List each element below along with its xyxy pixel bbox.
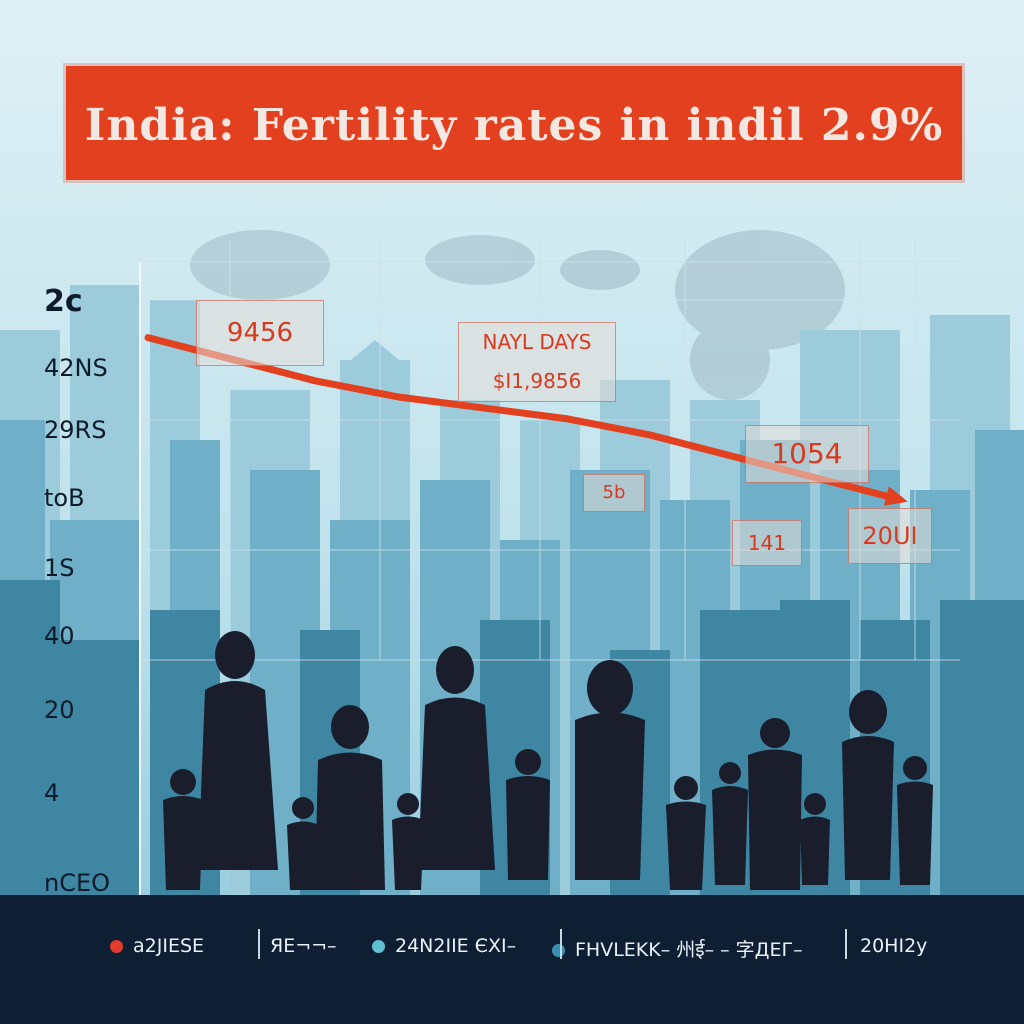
legend-item: 24N2IIE ЄXI– [372,935,516,957]
callout-5: 141 [732,520,802,566]
y-tick-label: 2c [44,284,83,319]
legend-separator [258,929,260,959]
legend-label: a2JIESE [133,935,205,957]
y-tick-label: 1S [44,554,75,582]
title-banner: India: Fertility rates in indil 2.9% [66,66,962,180]
legend-label: 24N2IIE ЄXI– [395,935,517,957]
legend: a2JIESE ЯЕ¬¬– 24N2IIE ЄXI– FHVLEKK– 州ई– – 字… [0,905,1024,1024]
legend-item: FHVLEKK– 州ई– – 字ДЕГ– [552,935,803,962]
data-point [563,416,568,421]
data-point [313,378,318,383]
y-tick-label: 4 [44,779,60,807]
legend-separator [560,929,562,959]
callout-1: 9456 [196,300,324,366]
trend-arrow-head [883,486,908,506]
legend-dot-icon [372,940,385,953]
legend-dot-icon [552,944,565,957]
legend-item: 20HI2y [860,935,927,957]
legend-item: a2JIESE [110,935,204,957]
legend-label: ЯЕ¬¬– [270,935,337,957]
y-tick-label: 40 [44,622,75,650]
y-tick-label: toB [44,484,85,512]
data-point [730,454,735,459]
legend-label: 20HI2y [860,935,928,957]
y-tick-label: 20 [44,696,75,724]
data-point [146,335,150,340]
family-silhouettes [163,631,933,890]
y-tick-label: 42NS [44,354,108,382]
callout-2: NAYL DAYS $I1,9856 [458,322,616,402]
y-tick-label: nCEO [44,869,111,897]
legend-label: FHVLEKK– 州ई– – 字ДЕГ– [575,939,803,961]
data-point [480,405,485,410]
smoke-clouds [190,230,845,400]
callout-3: 5b [583,474,645,512]
callout-6: 20UI [848,508,932,564]
data-point [396,395,401,399]
legend-item: ЯЕ¬¬– [270,935,337,957]
ground-band [0,895,1024,1024]
data-point [647,432,652,437]
legend-separator [845,929,847,959]
chart-title: India: Fertility rates in indil 2.9% [84,100,944,151]
callout-4: 1054 [745,425,869,483]
legend-dot-icon [110,940,123,953]
y-tick-label: 29RS [44,416,107,444]
